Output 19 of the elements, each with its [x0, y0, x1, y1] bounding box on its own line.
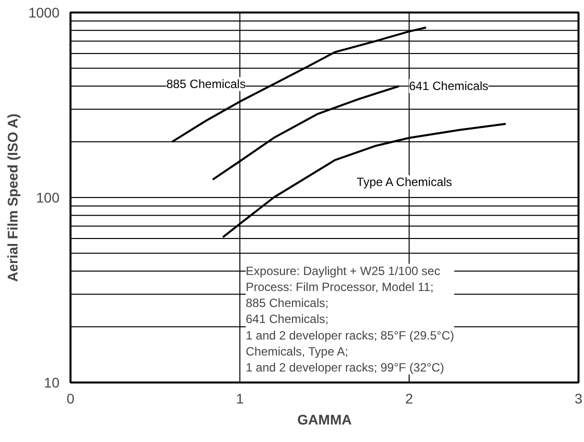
annotation: Exposure: Daylight + W25 1/100 sec — [246, 264, 440, 278]
series-label: Type A Chemicals — [356, 175, 452, 190]
x-tick-label: 1 — [236, 390, 244, 406]
x-tick-label: 0 — [66, 390, 75, 406]
x-axis-title: GAMMA — [297, 412, 352, 428]
series-label: 641 Chemicals — [409, 79, 488, 94]
y-axis-title: Aerial Film Speed (ISO A) — [4, 114, 20, 282]
annotation: 1 and 2 developer racks; 85°F (29.5°C) — [246, 328, 454, 342]
annotation: 885 Chemicals; — [246, 296, 328, 310]
annotation: 641 Chemicals; — [246, 312, 328, 326]
y-tick-label: 100 — [36, 190, 60, 206]
y-tick-label: 10 — [44, 374, 60, 390]
annotation: 1 and 2 developer racks; 99°F (32°C) — [246, 360, 444, 374]
series-label: 885 Chemicals — [166, 77, 246, 92]
x-tick-label: 2 — [405, 390, 414, 406]
y-tick-label: 1000 — [28, 4, 60, 20]
x-tick-label: 3 — [574, 390, 583, 406]
annotation: Chemicals, Type A; — [246, 344, 348, 358]
annotation: Process: Film Processor, Model 11; — [246, 280, 434, 294]
